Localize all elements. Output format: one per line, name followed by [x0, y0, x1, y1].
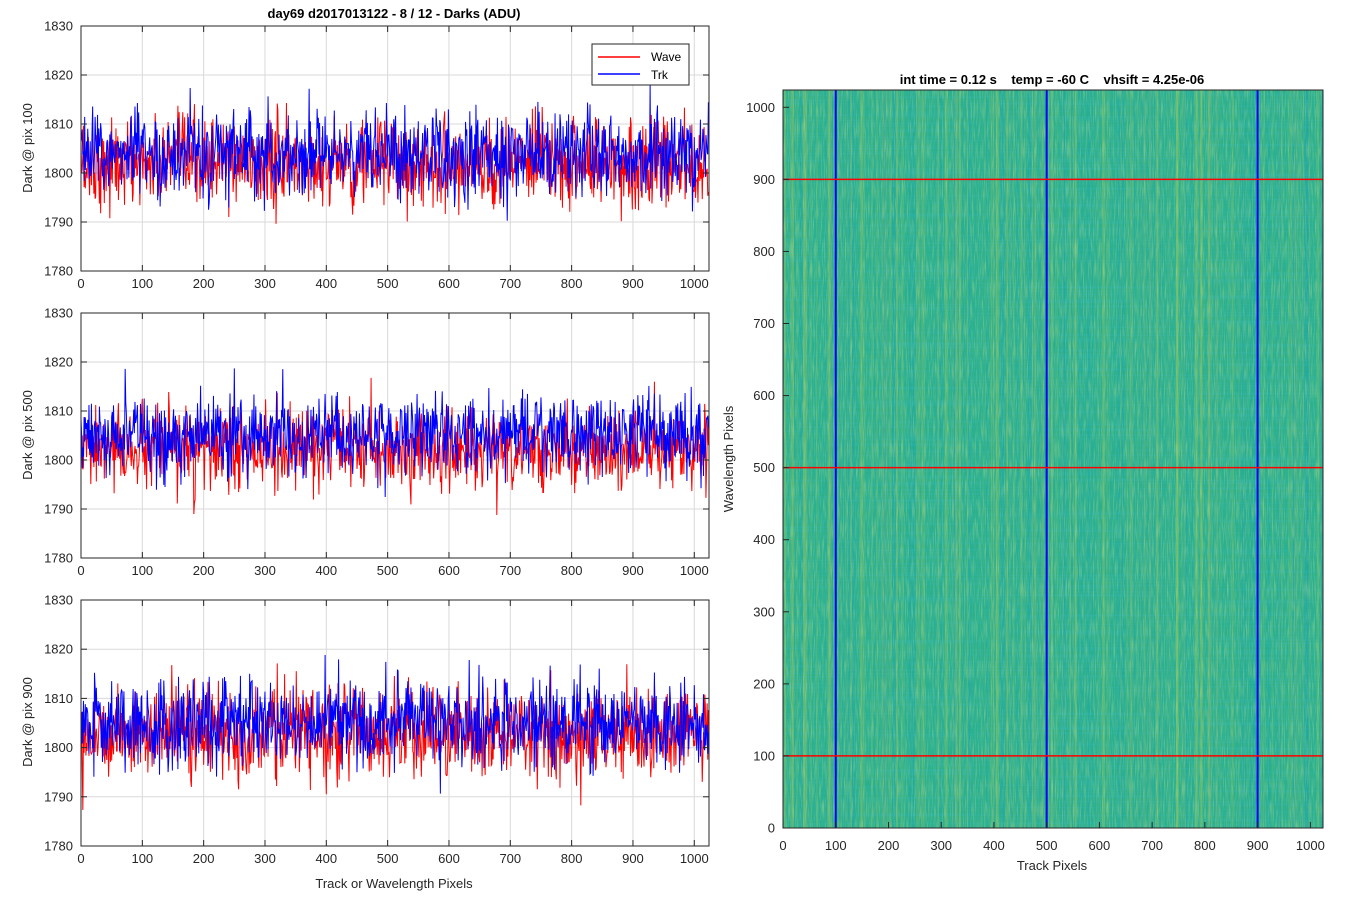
- x-tick-label: 0: [779, 838, 786, 853]
- x-tick-label: 300: [930, 838, 952, 853]
- x-tick-label: 400: [315, 851, 337, 866]
- heatmap-x-label: Track Pixels: [1017, 858, 1088, 873]
- x-tick-label: 900: [622, 276, 644, 291]
- x-tick-label: 800: [561, 276, 583, 291]
- y-tick-label: 1820: [44, 642, 73, 657]
- y-label-pix-500: Dark @ pix 500: [20, 390, 35, 480]
- x-tick-label: 200: [878, 838, 900, 853]
- axes-box: [80, 25, 710, 272]
- x-tick-label: 400: [315, 563, 337, 578]
- x-tick-label: 500: [1036, 838, 1058, 853]
- x-tick-label: 300: [254, 276, 276, 291]
- x-tick-label: 700: [499, 276, 521, 291]
- y-tick-label: 100: [753, 748, 775, 763]
- x-tick-label: 900: [1247, 838, 1269, 853]
- x-tick-label: 800: [561, 851, 583, 866]
- x-tick-label: 500: [377, 276, 399, 291]
- x-tick-label: 400: [315, 276, 337, 291]
- heatmap-y-label: Wavelength Pixels: [721, 405, 736, 512]
- x-tick-label: 500: [377, 851, 399, 866]
- heatmap-axes-box: [782, 89, 1324, 829]
- figure-title: day69 d2017013122 - 8 / 12 - Darks (ADU): [268, 6, 521, 21]
- y-tick-label: 1790: [44, 789, 73, 804]
- y-tick-label: 1780: [44, 551, 73, 566]
- y-tick-label: 1790: [44, 215, 73, 230]
- x-tick-label: 900: [622, 851, 644, 866]
- heatmap-plot: 0 100 200 300 400 500 600 700 800 900 1000 0 100 200 3…: [746, 89, 1325, 853]
- legend-wave-label: Wave: [651, 50, 682, 64]
- y-tick-label: 600: [753, 388, 775, 403]
- x-tick-label: 400: [983, 838, 1005, 853]
- x-tick-label: 1000: [680, 563, 709, 578]
- y-tick-label: 200: [753, 676, 775, 691]
- y-tick-label: 1810: [44, 691, 73, 706]
- line-plot-pix-900: 0 100 200 300 400 500 600 700 800 900 1000 1780 1790…: [44, 593, 710, 866]
- line-plot-pix-500: 0 100 200 300 400 500 600 700 800 900 1000 1780 1790…: [44, 306, 710, 578]
- x-tick-label: 200: [193, 276, 215, 291]
- axes-box: [80, 312, 710, 559]
- y-label-pix-100: Dark @ pix 100: [20, 103, 35, 193]
- x-tick-label: 1000: [680, 276, 709, 291]
- y-tick-label: 1810: [44, 404, 73, 419]
- x-tick-label: 800: [561, 563, 583, 578]
- y-tick-label: 1820: [44, 355, 73, 370]
- x-tick-label: 100: [825, 838, 847, 853]
- x-tick-label: 700: [499, 851, 521, 866]
- y-tick-label: 500: [753, 460, 775, 475]
- x-tick-label: 600: [438, 851, 460, 866]
- x-tick-label: 600: [1089, 838, 1111, 853]
- y-tick-label: 1800: [44, 166, 73, 181]
- series-line-trk: [80, 368, 709, 497]
- y-tick-label: 1790: [44, 502, 73, 517]
- heatmap-title: int time = 0.12 s temp = -60 C vhsift = …: [900, 72, 1205, 87]
- x-tick-label: 100: [131, 851, 153, 866]
- x-tick-label: 700: [499, 563, 521, 578]
- y-tick-label: 1830: [44, 593, 73, 608]
- x-tick-label: 800: [1194, 838, 1216, 853]
- y-tick-label: 1810: [44, 117, 73, 132]
- y-tick-label: 1800: [44, 453, 73, 468]
- x-tick-label: 600: [438, 563, 460, 578]
- heatmap-noise-bands: [783, 90, 1323, 828]
- x-tick-label: 500: [377, 563, 399, 578]
- x-tick-label: 100: [131, 276, 153, 291]
- y-tick-label: 800: [753, 244, 775, 259]
- x-tick-label: 0: [77, 276, 84, 291]
- x-tick-label: 900: [622, 563, 644, 578]
- y-label-pix-900: Dark @ pix 900: [20, 677, 35, 767]
- legend: Wave Trk: [591, 43, 690, 86]
- x-tick-label: 300: [254, 851, 276, 866]
- x-tick-label: 0: [77, 563, 84, 578]
- x-label-bottom: Track or Wavelength Pixels: [315, 876, 473, 891]
- x-tick-label: 1000: [680, 851, 709, 866]
- axes-box: [80, 599, 710, 847]
- y-tick-label: 1830: [44, 19, 73, 34]
- x-tick-label: 100: [131, 563, 153, 578]
- y-tick-label: 1830: [44, 306, 73, 321]
- y-tick-label: 400: [753, 532, 775, 547]
- x-tick-label: 200: [193, 851, 215, 866]
- x-tick-label: 700: [1141, 838, 1163, 853]
- y-tick-label: 1780: [44, 264, 73, 279]
- x-tick-label: 0: [77, 851, 84, 866]
- x-tick-label: 200: [193, 563, 215, 578]
- y-tick-label: 1800: [44, 740, 73, 755]
- legend-trk-label: Trk: [651, 68, 669, 82]
- y-tick-label: 300: [753, 604, 775, 619]
- x-tick-label: 1000: [1296, 838, 1325, 853]
- y-tick-label: 700: [753, 316, 775, 331]
- x-tick-label: 300: [254, 563, 276, 578]
- x-tick-label: 600: [438, 276, 460, 291]
- y-tick-label: 0: [768, 821, 775, 836]
- y-tick-label: 1780: [44, 839, 73, 854]
- series-line-trk: [80, 655, 709, 794]
- series-line-trk: [80, 83, 709, 221]
- y-tick-label: 1820: [44, 68, 73, 83]
- y-tick-label: 900: [753, 172, 775, 187]
- y-tick-label: 1000: [746, 100, 775, 115]
